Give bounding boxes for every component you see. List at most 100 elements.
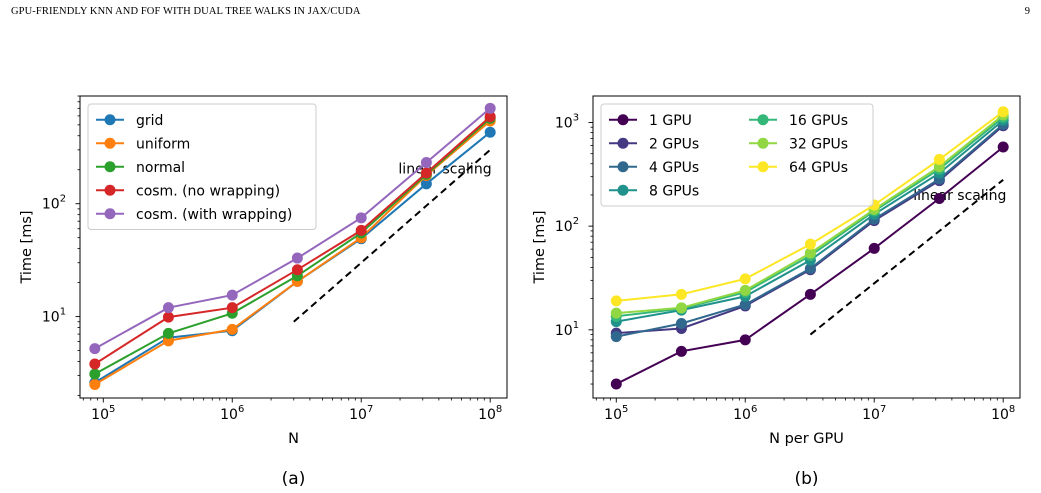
legend-label: cosm. (with wrapping): [136, 207, 292, 223]
legend-item-uniform: uniform: [96, 136, 190, 152]
data-point: [89, 343, 101, 355]
data-point: [89, 368, 101, 380]
legend-label: 2 GPUs: [649, 136, 699, 152]
data-point: [868, 242, 880, 254]
legend-label: grid: [136, 113, 163, 129]
legend-label: 1 GPU: [649, 113, 692, 129]
data-point: [355, 212, 367, 224]
chart-panel-b: 105 106 107 108 101 102 103 N per GPU Time [ms] (…: [532, 95, 1021, 489]
series-1-gpu: [610, 141, 1009, 390]
data-point: [162, 311, 174, 323]
legend-item-16-gpus: 16 GPUs: [749, 113, 848, 129]
x-tick-label: 106: [220, 404, 244, 423]
y-axis-label: Time [ms]: [532, 210, 548, 284]
data-point: [420, 167, 432, 179]
legend-label: cosm. (no wrapping): [136, 183, 280, 199]
y-tick-label: 103: [555, 112, 579, 131]
x-axis-label: N per GPU: [769, 431, 844, 447]
legend-box: [600, 103, 874, 207]
legend-swatch-marker: [104, 161, 116, 173]
data-point: [610, 295, 622, 307]
data-point: [226, 302, 238, 314]
running-header-title: GPU-FRIENDLY KNN AND FOF WITH DUAL TREE …: [11, 6, 361, 17]
legend-swatch-marker: [104, 114, 116, 126]
data-point: [610, 378, 622, 390]
legend: grid uniform normal cosm. (no wrapping) cosm…: [87, 103, 317, 230]
data-point: [162, 327, 174, 339]
data-point: [420, 178, 432, 190]
legend-label: normal: [136, 160, 185, 176]
x-tick-label: 105: [604, 404, 628, 423]
data-point: [675, 318, 687, 330]
legend-item-4-gpus: 4 GPUs: [609, 160, 699, 176]
data-point: [484, 102, 496, 114]
linear-scaling-line: [293, 149, 491, 323]
legend-swatch-marker: [104, 137, 116, 149]
data-point: [226, 323, 238, 335]
plot-frame: [592, 95, 1021, 399]
legend-swatch-marker: [617, 114, 629, 126]
legend-swatch-marker: [757, 161, 769, 173]
data-point: [739, 273, 751, 285]
y-tick-label: 101: [42, 307, 66, 326]
data-point: [933, 153, 945, 165]
x-tick-label: 107: [862, 404, 886, 423]
data-point: [484, 126, 496, 138]
legend: 1 GPU 2 GPUs 4 GPUs 8 GPUs 16 GPUs 32 GPUs 64 …: [600, 103, 874, 207]
legend-label: 32 GPUs: [789, 136, 848, 152]
panel-label: (b): [794, 469, 818, 489]
data-point: [933, 192, 945, 204]
data-point: [675, 345, 687, 357]
legend-swatch-marker: [617, 184, 629, 196]
running-header: GPU-FRIENDLY KNN AND FOF WITH DUAL TREE …: [11, 6, 1030, 22]
data-point: [162, 302, 174, 314]
data-point: [804, 238, 816, 250]
page-number: 9: [1024, 6, 1030, 17]
data-point: [610, 307, 622, 319]
linear-scaling-label: linear scaling: [913, 188, 1006, 204]
legend-item-normal: normal: [96, 160, 185, 176]
legend-item-8-gpus: 8 GPUs: [609, 183, 699, 199]
legend-swatch-marker: [617, 137, 629, 149]
x-tick-label: 108: [478, 404, 502, 423]
legend-label: 64 GPUs: [789, 160, 848, 176]
data-point: [484, 111, 496, 123]
data-point: [997, 106, 1009, 118]
data-point: [291, 264, 303, 276]
linear-scaling-line: [809, 179, 1004, 336]
x-tick-label: 108: [991, 404, 1015, 423]
legend-swatch-marker: [104, 208, 116, 220]
x-tick-label: 106: [733, 404, 757, 423]
data-point: [675, 288, 687, 300]
data-point: [997, 141, 1009, 153]
legend-swatch-marker: [757, 137, 769, 149]
legend-label: 4 GPUs: [649, 160, 699, 176]
legend-item-cosm-no-wrapping: cosm. (no wrapping): [96, 183, 280, 199]
data-point: [420, 156, 432, 168]
legend-item-32-gpus: 32 GPUs: [749, 136, 848, 152]
legend-box: [87, 103, 317, 230]
data-point: [739, 299, 751, 311]
y-axis-label: Time [ms]: [19, 210, 35, 284]
data-point: [804, 247, 816, 259]
legend-item-64-gpus: 64 GPUs: [749, 160, 848, 176]
legend-item-grid: grid: [96, 113, 163, 129]
legend-swatch-marker: [617, 161, 629, 173]
x-axis-label: N: [288, 431, 299, 447]
legend-swatch-marker: [757, 114, 769, 126]
legend-label: 16 GPUs: [789, 113, 848, 129]
legend-item-cosm-with-wrapping: cosm. (with wrapping): [96, 207, 292, 223]
legend-label: 8 GPUs: [649, 183, 699, 199]
x-tick-label: 105: [91, 404, 115, 423]
data-point: [89, 379, 101, 391]
x-tick-label: 107: [349, 404, 373, 423]
data-point: [739, 334, 751, 346]
panel-label: (a): [282, 469, 306, 489]
data-point: [291, 252, 303, 264]
plot-frame: [79, 95, 508, 399]
data-point: [226, 289, 238, 301]
data-point: [89, 358, 101, 370]
y-tick-label: 102: [555, 216, 579, 235]
legend-item-1-gpu: 1 GPU: [609, 113, 692, 129]
